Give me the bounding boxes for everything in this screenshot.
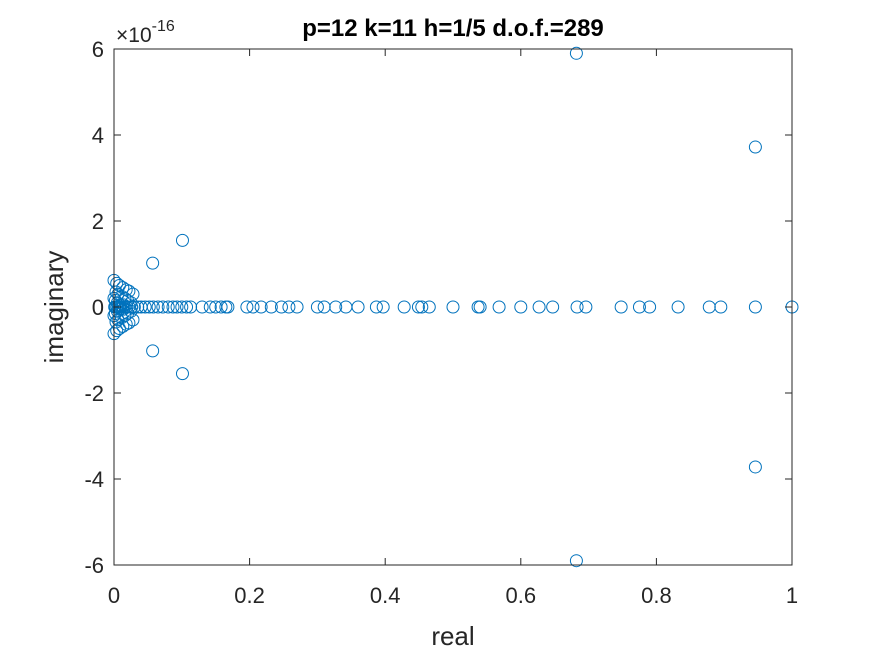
data-point: [492, 300, 506, 314]
y-tick-label: 4: [92, 123, 104, 148]
data-point: [748, 460, 762, 474]
x-tick-labels: 0 0.2 0.4 0.6 0.8 1: [108, 583, 798, 608]
data-point: [111, 287, 125, 301]
data-point: [422, 300, 436, 314]
data-point: [748, 140, 762, 154]
data-point: [151, 300, 165, 314]
svg-text:×10-16: ×10-16: [116, 18, 175, 47]
data-point: [146, 300, 160, 314]
data-point: [570, 300, 584, 314]
y-tick-label: 6: [92, 37, 104, 62]
data-point: [203, 300, 217, 314]
y-exponent-label: ×10-16: [116, 18, 175, 47]
y-tick-labels: -6 -4 -2 0 2 4 6: [84, 37, 104, 578]
chart-title: p=12 k=11 h=1/5 d.o.f.=289: [302, 15, 604, 42]
plot-area: [114, 49, 792, 565]
data-point: [748, 300, 762, 314]
y-tick-label: 2: [92, 209, 104, 234]
axis-ticks: [113, 48, 793, 566]
data-point: [254, 300, 268, 314]
data-point: [175, 233, 189, 247]
data-point: [415, 300, 429, 314]
data-point: [376, 300, 390, 314]
data-point: [119, 283, 133, 297]
data-point: [142, 300, 156, 314]
data-point: [175, 300, 189, 314]
data-point: [221, 300, 235, 314]
data-point: [112, 322, 126, 335]
data-point: [161, 300, 175, 314]
y-tick-label: -6: [84, 553, 104, 578]
data-point: [127, 300, 141, 314]
data-point: [264, 300, 278, 314]
y-exponent-base: ×10: [116, 24, 152, 47]
x-axis-label: real: [431, 621, 474, 651]
data-point: [446, 300, 460, 314]
data-point: [310, 300, 324, 314]
data-point: [411, 300, 425, 314]
data-point: [146, 344, 160, 358]
x-tick-label: 0: [108, 583, 120, 608]
data-point: [119, 317, 133, 331]
data-point: [329, 300, 343, 314]
data-point: [175, 367, 189, 381]
data-point: [643, 300, 657, 314]
data-point: [671, 300, 685, 314]
data-point: [369, 300, 383, 314]
data-point: [714, 300, 728, 314]
data-point: [111, 313, 125, 327]
data-point: [125, 300, 139, 314]
x-tick-label: 1: [786, 583, 798, 608]
data-point: [546, 300, 560, 314]
data-point: [170, 300, 184, 314]
y-tick-label: -2: [84, 381, 104, 406]
data-point: [274, 300, 288, 314]
data-point: [214, 300, 228, 314]
data-point: [351, 300, 365, 314]
data-point: [473, 300, 487, 314]
data-point: [112, 279, 126, 292]
data-point: [632, 300, 646, 314]
data-point: [569, 46, 583, 60]
data-point: [579, 300, 593, 314]
data-point: [116, 319, 130, 333]
data-point: [146, 256, 160, 270]
data-point: [156, 300, 170, 314]
data-point: [282, 300, 296, 314]
data-point: [397, 300, 411, 314]
y-tick-label: 0: [92, 295, 104, 320]
data-point: [180, 300, 194, 314]
data-point: [138, 300, 152, 314]
data-point: [166, 300, 180, 314]
data-point: [290, 300, 304, 314]
data-point: [240, 300, 254, 314]
data-point: [116, 281, 130, 295]
data-point: [569, 554, 583, 568]
data-point: [246, 300, 260, 314]
data-point: [195, 300, 209, 314]
y-axis-label: imaginary: [39, 251, 69, 364]
y-tick-label: -4: [84, 467, 104, 492]
x-tick-label: 0.8: [641, 583, 672, 608]
x-tick-label: 0.6: [506, 583, 537, 608]
data-point: [532, 300, 546, 314]
data-point: [614, 300, 628, 314]
x-tick-label: 0.4: [370, 583, 401, 608]
y-exponent-power: -16: [152, 18, 175, 35]
x-tick-label: 0.2: [234, 583, 265, 608]
data-point: [514, 300, 528, 314]
